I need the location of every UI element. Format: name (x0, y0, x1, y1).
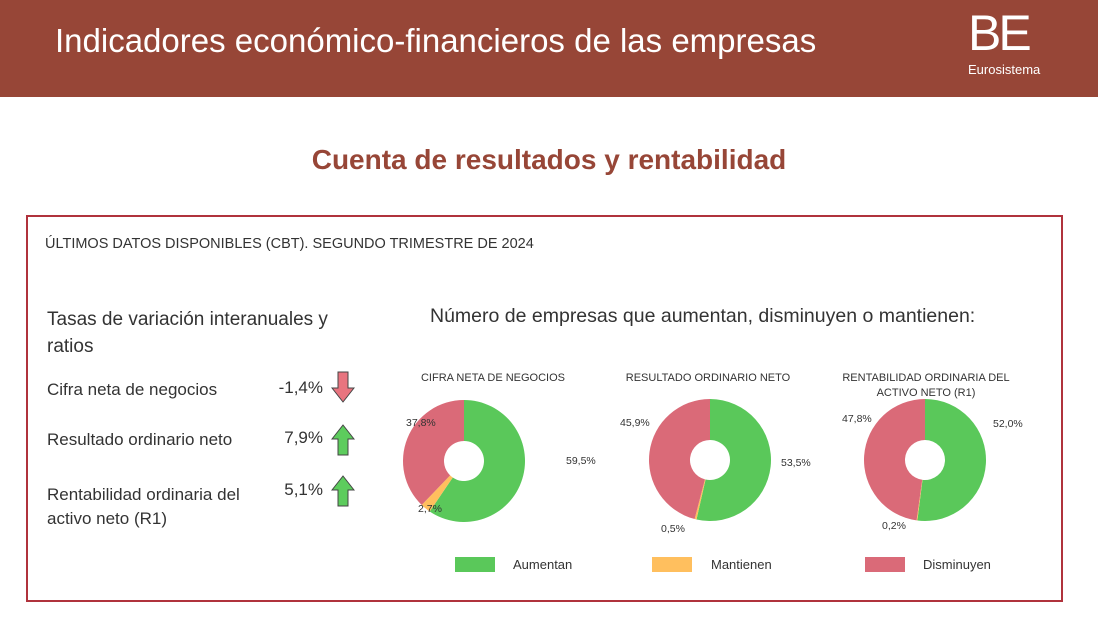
legend-swatch-disminuyen (865, 557, 905, 572)
latest-data-label: ÚLTIMOS DATOS DISPONIBLES (CBT). SEGUNDO… (45, 236, 534, 252)
pie-title: RENTABILIDAD ORDINARIA DEL ACTIVO NETO (… (842, 372, 1010, 399)
ratios-heading: Tasas de variación interanuales y ratios (47, 309, 328, 357)
pie-slice-disminuyen (648, 399, 710, 520)
pie-slice-disminuyen (403, 400, 464, 505)
pie-label-mantienen: 0,2% (882, 520, 906, 532)
legend-label: Aumentan (513, 557, 573, 572)
pie-slice-mantienen (421, 475, 453, 512)
pie-slice-aumentan (917, 399, 987, 521)
logo-mark: BE (968, 5, 1032, 61)
pie-slice-mantienen (916, 479, 923, 521)
header-title: Indicadores económico-financieros de las… (55, 22, 817, 59)
pie-label-mantienen: 2,7% (418, 503, 442, 515)
charts-heading: Número de empresas que aumentan, disminu… (430, 305, 976, 327)
pie-label-disminuyen: 37,8% (406, 417, 436, 429)
pie-label-mantienen: 0,5% (661, 523, 685, 535)
indicator-label: Resultado ordinario neto (47, 430, 233, 449)
pie-label-disminuyen: 47,8% (842, 413, 872, 425)
content-box (26, 215, 1063, 602)
legend-label: Mantienen (711, 557, 772, 572)
legend-label: Disminuyen (923, 557, 991, 572)
indicator-value: 7,9% (284, 428, 323, 447)
legend-swatch-aumentan (455, 557, 495, 572)
indicator-value: 5,1% (284, 480, 323, 499)
pie-label-aumentan: 52,0% (993, 418, 1023, 430)
indicator-value: -1,4% (278, 378, 323, 397)
pie-slice-mantienen (694, 479, 706, 520)
header-bar: Indicadores económico-financieros de las… (0, 0, 1098, 97)
pie-label-aumentan: 59,5% (566, 455, 596, 467)
indicator-label: Rentabilidad ordinaria del activo neto (… (47, 485, 240, 528)
pie-label-aumentan: 53,5% (781, 457, 811, 469)
indicator-label: Cifra neta de negocios (47, 380, 218, 399)
down-arrow-icon (331, 371, 355, 403)
pie-label-disminuyen: 45,9% (620, 417, 650, 429)
pie-slice-disminuyen (864, 399, 925, 521)
pie-title: RESULTADO ORDINARIO NETO (625, 372, 791, 384)
legend-swatch-mantienen (652, 557, 692, 572)
up-arrow-icon (331, 424, 355, 456)
be-logo: BE Eurosistema (968, 8, 1040, 77)
up-arrow-icon (331, 475, 355, 507)
pie-slice-aumentan (696, 399, 771, 521)
logo-subtitle: Eurosistema (968, 62, 1041, 77)
pie-slice-aumentan (429, 400, 525, 522)
pie-title: CIFRA NETA DE NEGOCIOS (420, 372, 566, 384)
section-title: Cuenta de resultados y rentabilidad (311, 144, 787, 175)
